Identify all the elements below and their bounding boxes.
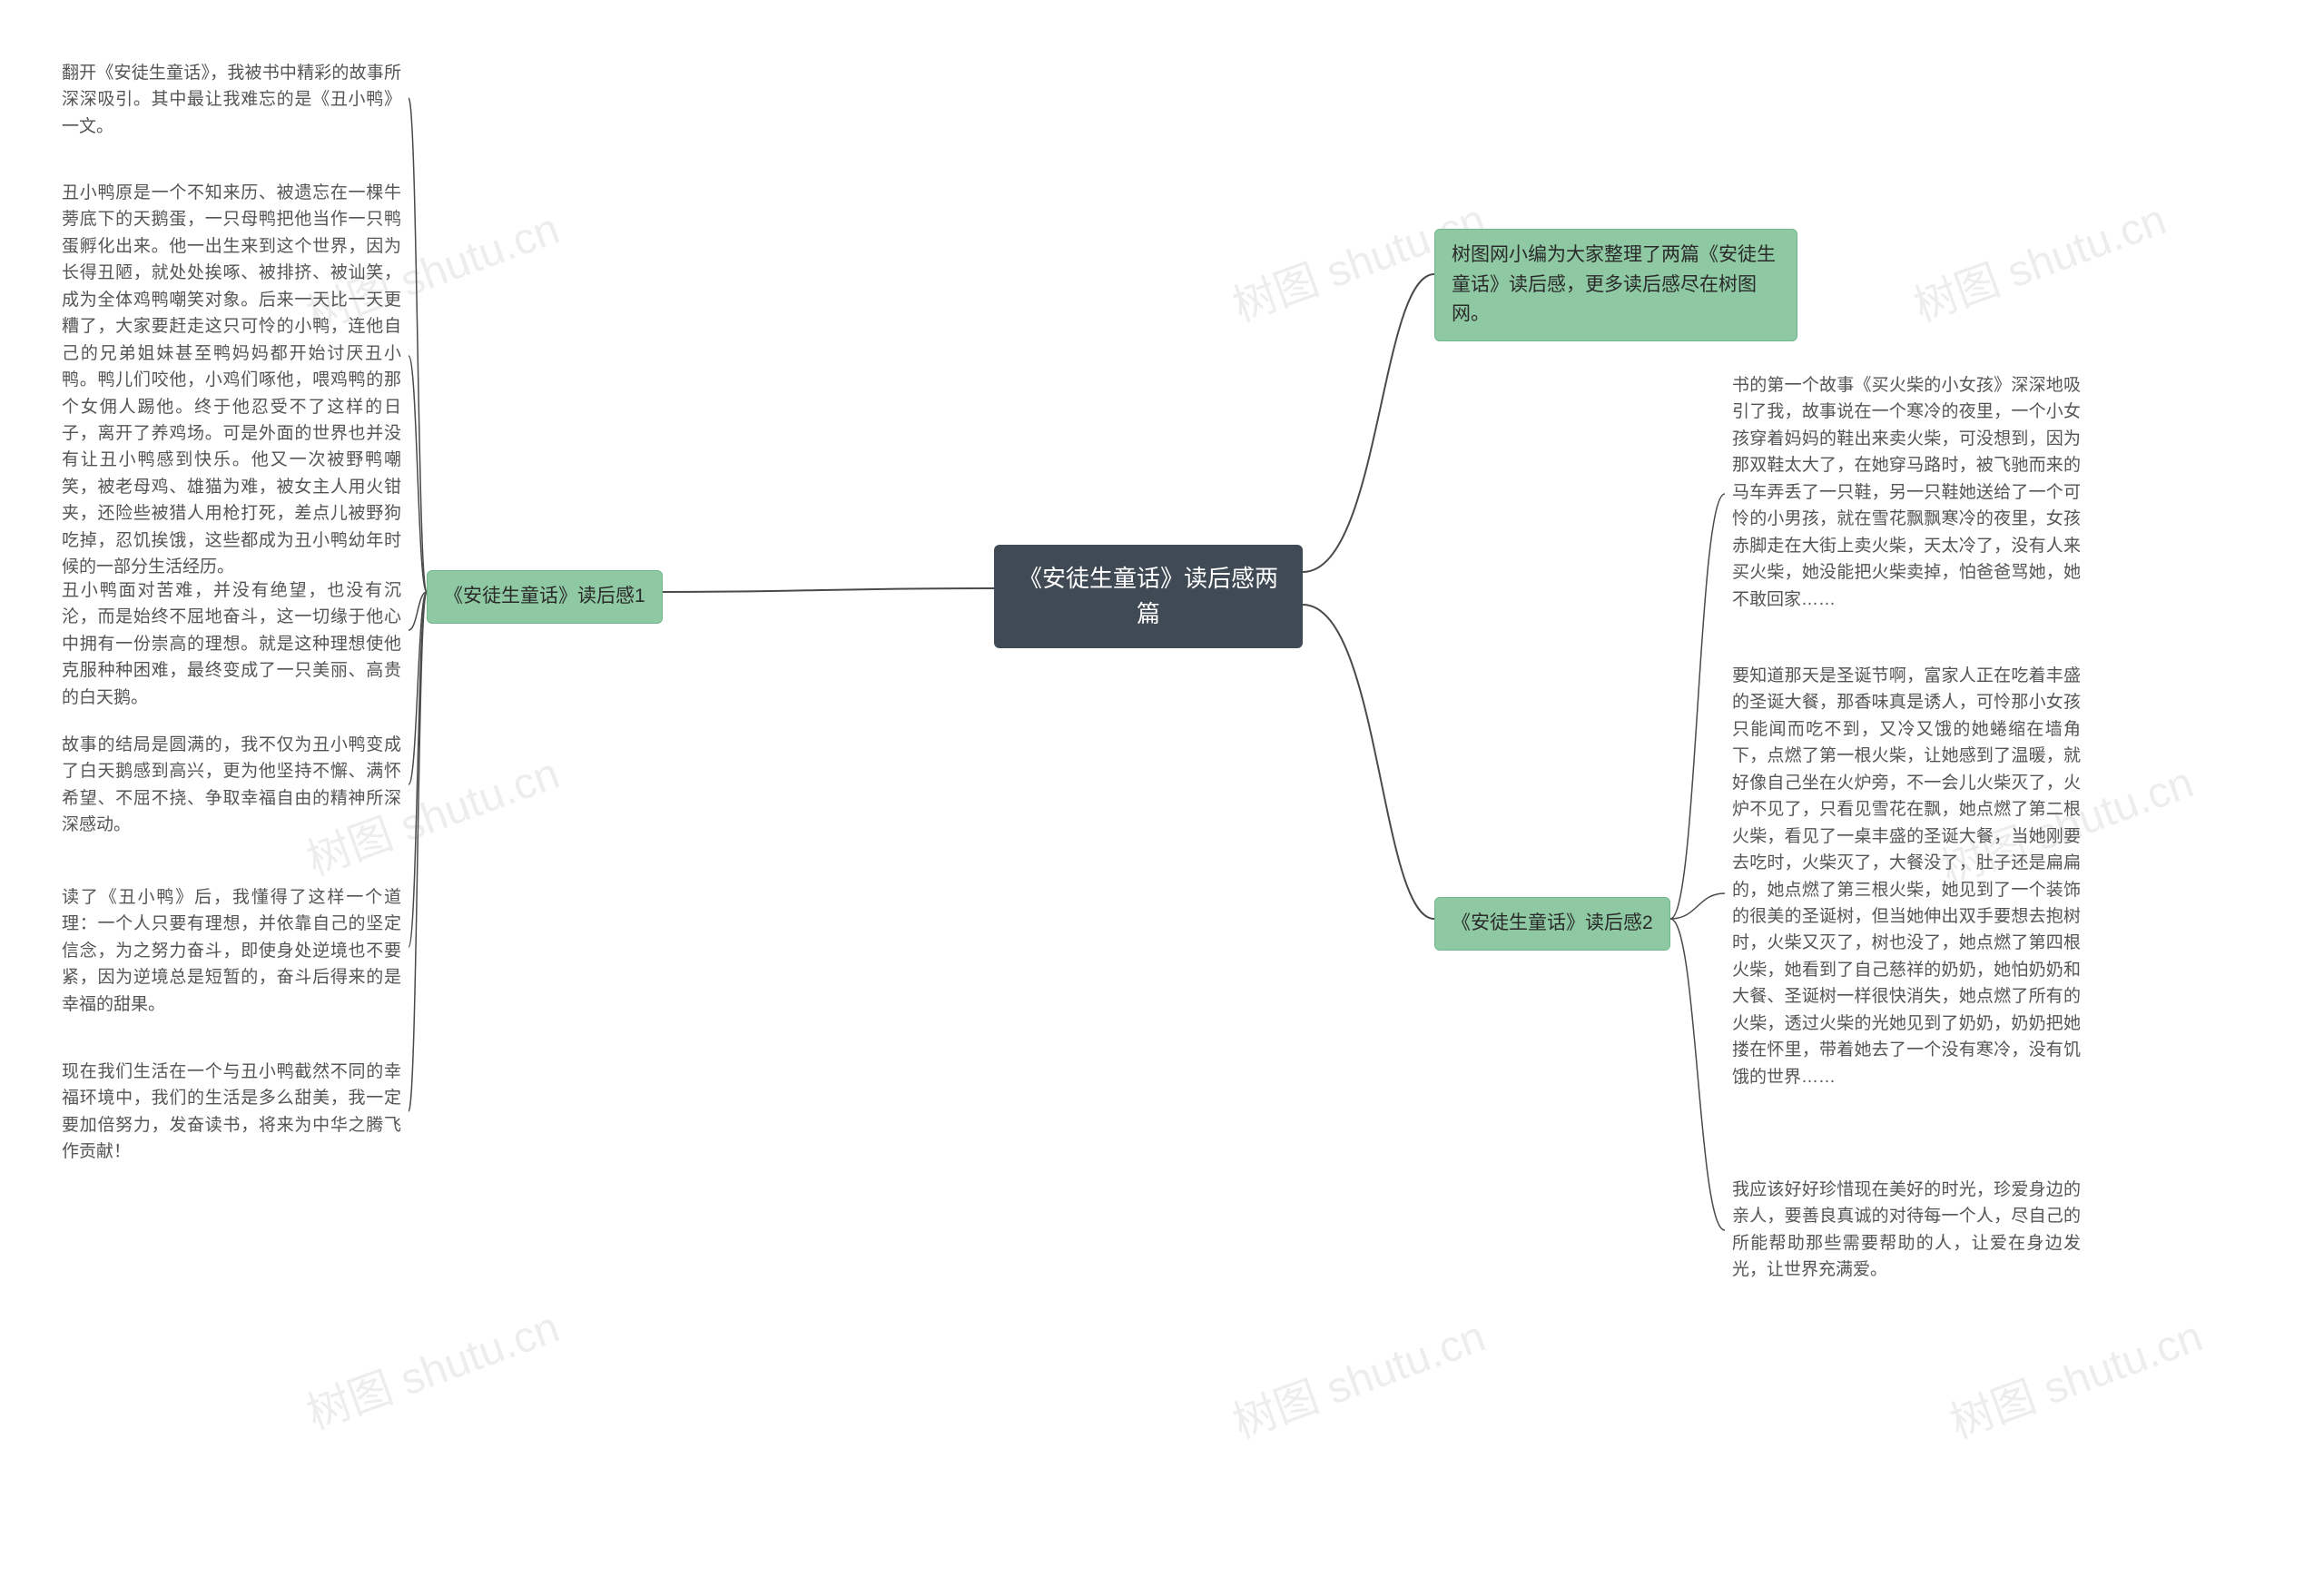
mindmap-root[interactable]: 《安徒生童话》读后感两篇 (994, 545, 1303, 648)
leaf-text: 现在我们生活在一个与丑小鸭截然不同的幸福环境中，我们的生活是多么甜美，我一定要加… (62, 1062, 401, 1161)
branch-review-2-label: 《安徒生童话》读后感2 (1452, 912, 1653, 933)
watermark: 树图 shutu.cn (1223, 1300, 1492, 1450)
leaf-text: 我应该好好珍惜现在美好的时光，珍爱身边的亲人，要善良真诚的对待每一个人，尽自己的… (1732, 1180, 2081, 1279)
root-label: 《安徒生童话》读后感两篇 (1019, 565, 1278, 627)
leaf-left-4: 读了《丑小鸭》后，我懂得了这样一个道理：一个人只要有理想，并依靠自己的坚定信念，… (54, 879, 409, 1023)
watermark: 树图 shutu.cn (1940, 1300, 2210, 1450)
leaf-text: 故事的结局是圆满的，我不仅为丑小鸭变成了白天鹅感到高兴，更为他坚持不懈、满怀希望… (62, 735, 401, 834)
branch-review-2[interactable]: 《安徒生童话》读后感2 (1434, 897, 1670, 951)
leaf-left-2: 丑小鸭面对苦难，并没有绝望，也没有沉沦，而是始终不屈地奋斗，这一切缘于他心中拥有… (54, 572, 409, 716)
branch-intro[interactable]: 树图网小编为大家整理了两篇《安徒生童话》读后感，更多读后感尽在树图网。 (1434, 229, 1797, 341)
leaf-left-1: 丑小鸭原是一个不知来历、被遗忘在一棵牛蒡底下的天鹅蛋，一只母鸭把他当作一只鸭蛋孵… (54, 174, 409, 586)
leaf-right-2: 我应该好好珍惜现在美好的时光，珍爱身边的亲人，要善良真诚的对待每一个人，尽自己的… (1725, 1171, 2088, 1289)
leaf-text: 读了《丑小鸭》后，我懂得了这样一个道理：一个人只要有理想，并依靠自己的坚定信念，… (62, 888, 401, 1014)
leaf-right-0: 书的第一个故事《买火柴的小女孩》深深地吸引了我，故事说在一个寒冷的夜里，一个小女… (1725, 367, 2088, 618)
leaf-right-1: 要知道那天是圣诞节啊，富家人正在吃着丰盛的圣诞大餐，那香味真是诱人，可怜那小女孩… (1725, 657, 2088, 1096)
leaf-text: 翻开《安徒生童话》，我被书中精彩的故事所深深吸引。其中最让我难忘的是《丑小鸭》一… (62, 64, 401, 136)
leaf-text: 丑小鸭面对苦难，并没有绝望，也没有沉沦，而是始终不屈地奋斗，这一切缘于他心中拥有… (62, 581, 401, 707)
leaf-text: 丑小鸭原是一个不知来历、被遗忘在一棵牛蒡底下的天鹅蛋，一只母鸭把他当作一只鸭蛋孵… (62, 183, 401, 577)
leaf-left-0: 翻开《安徒生童话》，我被书中精彩的故事所深深吸引。其中最让我难忘的是《丑小鸭》一… (54, 54, 409, 145)
branch-review-1[interactable]: 《安徒生童话》读后感1 (427, 570, 663, 624)
watermark: 树图 shutu.cn (297, 1291, 566, 1441)
leaf-text: 书的第一个故事《买火柴的小女孩》深深地吸引了我，故事说在一个寒冷的夜里，一个小女… (1732, 376, 2081, 609)
watermark: 树图 shutu.cn (1904, 183, 2173, 333)
leaf-text: 要知道那天是圣诞节啊，富家人正在吃着丰盛的圣诞大餐，那香味真是诱人，可怜那小女孩… (1732, 666, 2081, 1087)
leaf-left-3: 故事的结局是圆满的，我不仅为丑小鸭变成了白天鹅感到高兴，更为他坚持不懈、满怀希望… (54, 726, 409, 844)
branch-review-1-label: 《安徒生童话》读后感1 (444, 586, 645, 606)
leaf-left-5: 现在我们生活在一个与丑小鸭截然不同的幸福环境中，我们的生活是多么甜美，我一定要加… (54, 1053, 409, 1171)
branch-intro-label: 树图网小编为大家整理了两篇《安徒生童话》读后感，更多读后感尽在树图网。 (1452, 244, 1776, 324)
